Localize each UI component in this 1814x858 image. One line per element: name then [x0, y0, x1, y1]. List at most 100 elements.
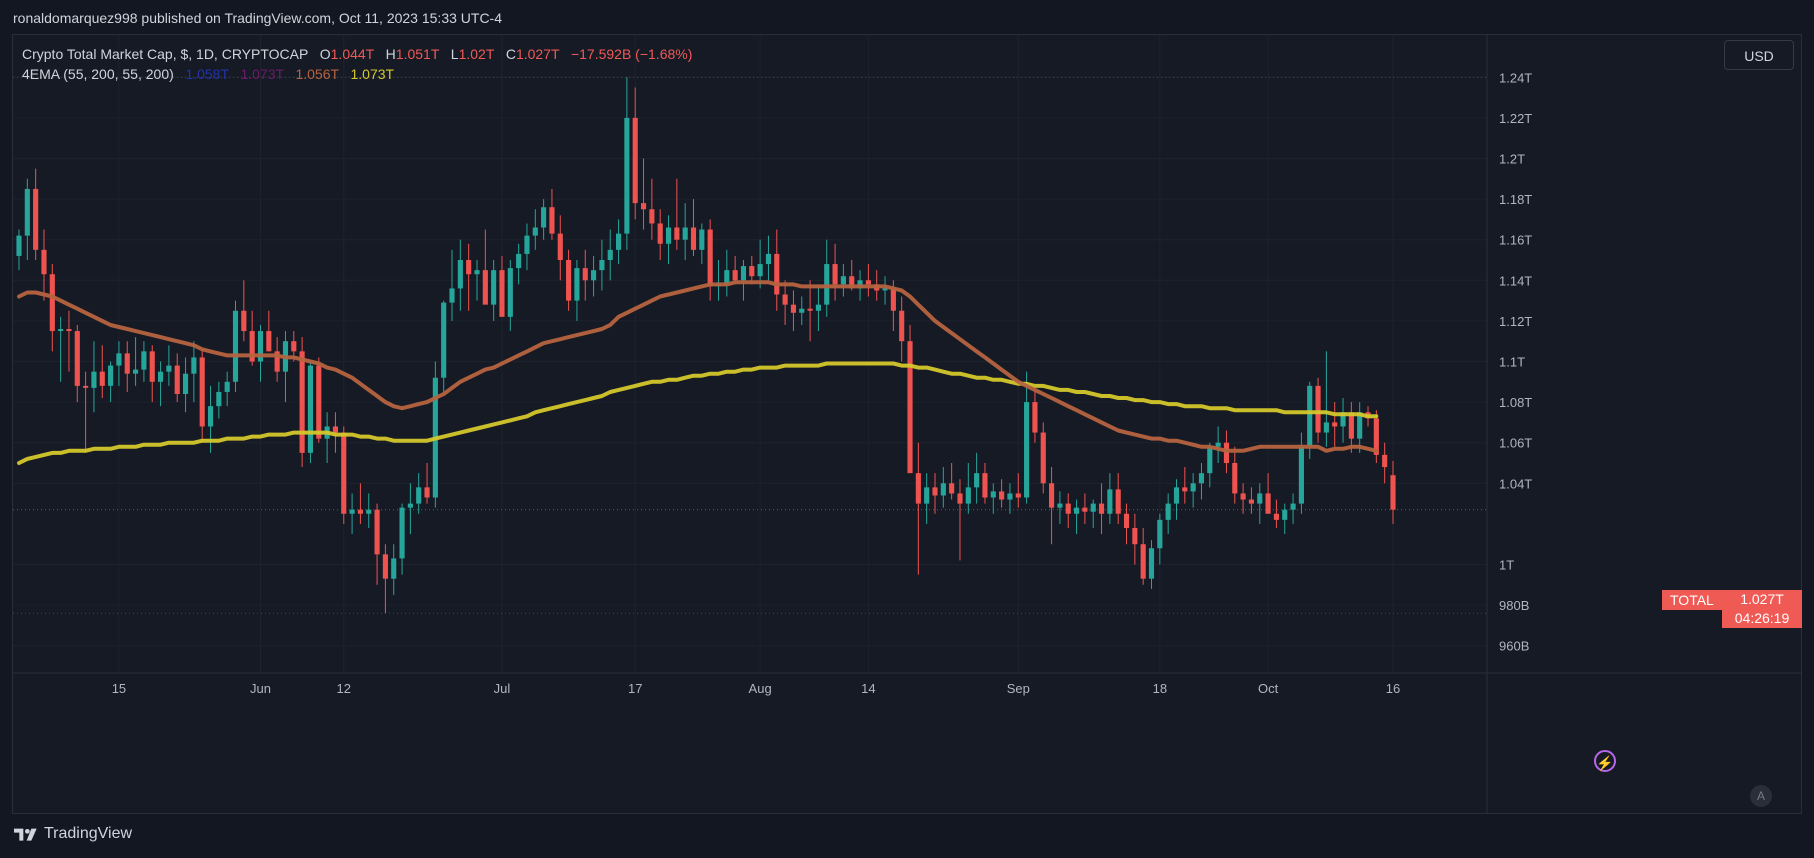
candle-body — [274, 351, 280, 372]
candle-body — [1265, 493, 1271, 514]
candle-body — [849, 276, 855, 289]
chart-panel[interactable]: 1.24T 1.22T 1.2T 1.18T 1.16T 1.14T 1.12T 1.1T 1.… — [12, 34, 1802, 814]
candle-body — [1248, 499, 1255, 504]
auto-scale-button[interactable]: A — [1750, 785, 1772, 807]
candle-body — [1332, 422, 1338, 427]
candle-body — [374, 509, 380, 555]
candle-body — [1049, 483, 1055, 508]
candle-body — [83, 385, 89, 388]
candle-body — [566, 260, 572, 301]
candle-body — [957, 493, 963, 504]
candle-body — [724, 270, 730, 285]
ema4-value: 1.073T — [350, 66, 395, 82]
candle-body — [1132, 527, 1138, 545]
y-tick-label: 1T — [1499, 558, 1514, 573]
y-tick-label: 1.14T — [1499, 273, 1532, 288]
y-tick-label: 1.12T — [1499, 314, 1532, 329]
candle-body — [1157, 519, 1163, 549]
candle-body — [1382, 454, 1388, 468]
candle-body — [1373, 418, 1379, 455]
candle-body — [965, 487, 971, 504]
candles — [16, 77, 1396, 614]
price-chart[interactable]: 1.24T 1.22T 1.2T 1.18T 1.16T 1.14T 1.12T 1.1T 1.… — [13, 35, 1801, 813]
y-tick-label: 960B — [1499, 639, 1529, 654]
candle-body — [732, 270, 738, 281]
candle-body — [1223, 442, 1230, 463]
candle-body — [441, 302, 447, 378]
candle-body — [674, 227, 680, 240]
open-value: 1.044T — [330, 46, 374, 62]
ema-200-line — [17, 361, 1379, 465]
bar-countdown: 04:26:19 — [1734, 610, 1790, 626]
candle-body — [124, 353, 130, 374]
tradingview-brand[interactable]: TradingView — [14, 825, 132, 843]
candle-body — [207, 406, 214, 427]
candle-body — [1323, 422, 1329, 433]
candle-body — [224, 381, 230, 392]
candle-body — [341, 432, 347, 514]
candle-body — [974, 473, 980, 488]
candle-body — [624, 117, 630, 234]
candle-body — [366, 509, 372, 514]
candle-body — [915, 473, 921, 504]
candle-body — [449, 288, 455, 303]
candle-body — [640, 203, 647, 210]
candle-body — [249, 331, 255, 362]
candle-body — [232, 310, 239, 382]
candle-body — [757, 264, 763, 277]
candle-body — [557, 233, 563, 260]
candle-body — [299, 351, 305, 453]
grid — [13, 35, 1487, 673]
legend-indicator-row[interactable]: 4EMA (55, 200, 55, 200) 1.058T 1.073T 1.… — [22, 64, 692, 84]
candle-body — [74, 331, 80, 386]
candle-body — [765, 253, 772, 265]
candle-body — [749, 266, 755, 277]
candle-body — [216, 391, 222, 407]
x-tick-label: 14 — [861, 681, 875, 696]
candle-body — [924, 487, 930, 504]
candle-body — [482, 270, 488, 305]
candle-body — [1165, 503, 1171, 520]
candle-body — [58, 329, 64, 332]
candle-body — [149, 351, 155, 382]
candle-body — [1148, 548, 1155, 579]
candle-body — [949, 483, 955, 494]
candle-body — [899, 310, 905, 342]
candle-body — [632, 117, 638, 204]
symbol-title: Crypto Total Market Cap, $, 1D, CRYPTOCA… — [22, 46, 309, 62]
candle-body — [882, 288, 888, 291]
candle-body — [832, 264, 838, 285]
candle-body — [1090, 503, 1096, 512]
y-tick-label: 1.1T — [1499, 355, 1525, 370]
candle-body — [690, 227, 697, 250]
candle-body — [349, 509, 355, 514]
candle-body — [24, 188, 30, 236]
candle-body — [1315, 385, 1321, 433]
candle-body — [1173, 487, 1180, 504]
y-tick-label: 1.04T — [1499, 476, 1532, 491]
candle-body — [1065, 503, 1071, 514]
candle-body — [399, 507, 405, 559]
x-tick-label: 17 — [628, 681, 642, 696]
candle-body — [391, 558, 397, 579]
candle-body — [141, 351, 147, 370]
candle-body — [16, 235, 22, 256]
candle-body — [116, 353, 122, 366]
flash-icon[interactable]: ⚡ — [1594, 750, 1616, 772]
close-label: C — [505, 46, 516, 62]
low-label: L — [450, 46, 459, 62]
currency-button[interactable]: USD — [1724, 40, 1794, 70]
candle-body — [457, 260, 463, 289]
y-tick-label: 1.08T — [1499, 395, 1532, 410]
candle-body — [1015, 493, 1021, 498]
x-tick-label: 12 — [337, 681, 351, 696]
x-tick-label: 15 — [112, 681, 126, 696]
axes[interactable]: 1.24T 1.22T 1.2T 1.18T 1.16T 1.14T 1.12T 1.1T 1.… — [13, 35, 1801, 813]
candle-body — [1190, 483, 1196, 492]
reference-lines — [13, 76, 1487, 614]
legend-symbol-row[interactable]: Crypto Total Market Cap, $, 1D, CRYPTOCA… — [22, 44, 692, 64]
candle-body — [1282, 509, 1288, 520]
candle-body — [1082, 507, 1088, 512]
candle-body — [790, 304, 797, 313]
candle-body — [1340, 412, 1346, 427]
